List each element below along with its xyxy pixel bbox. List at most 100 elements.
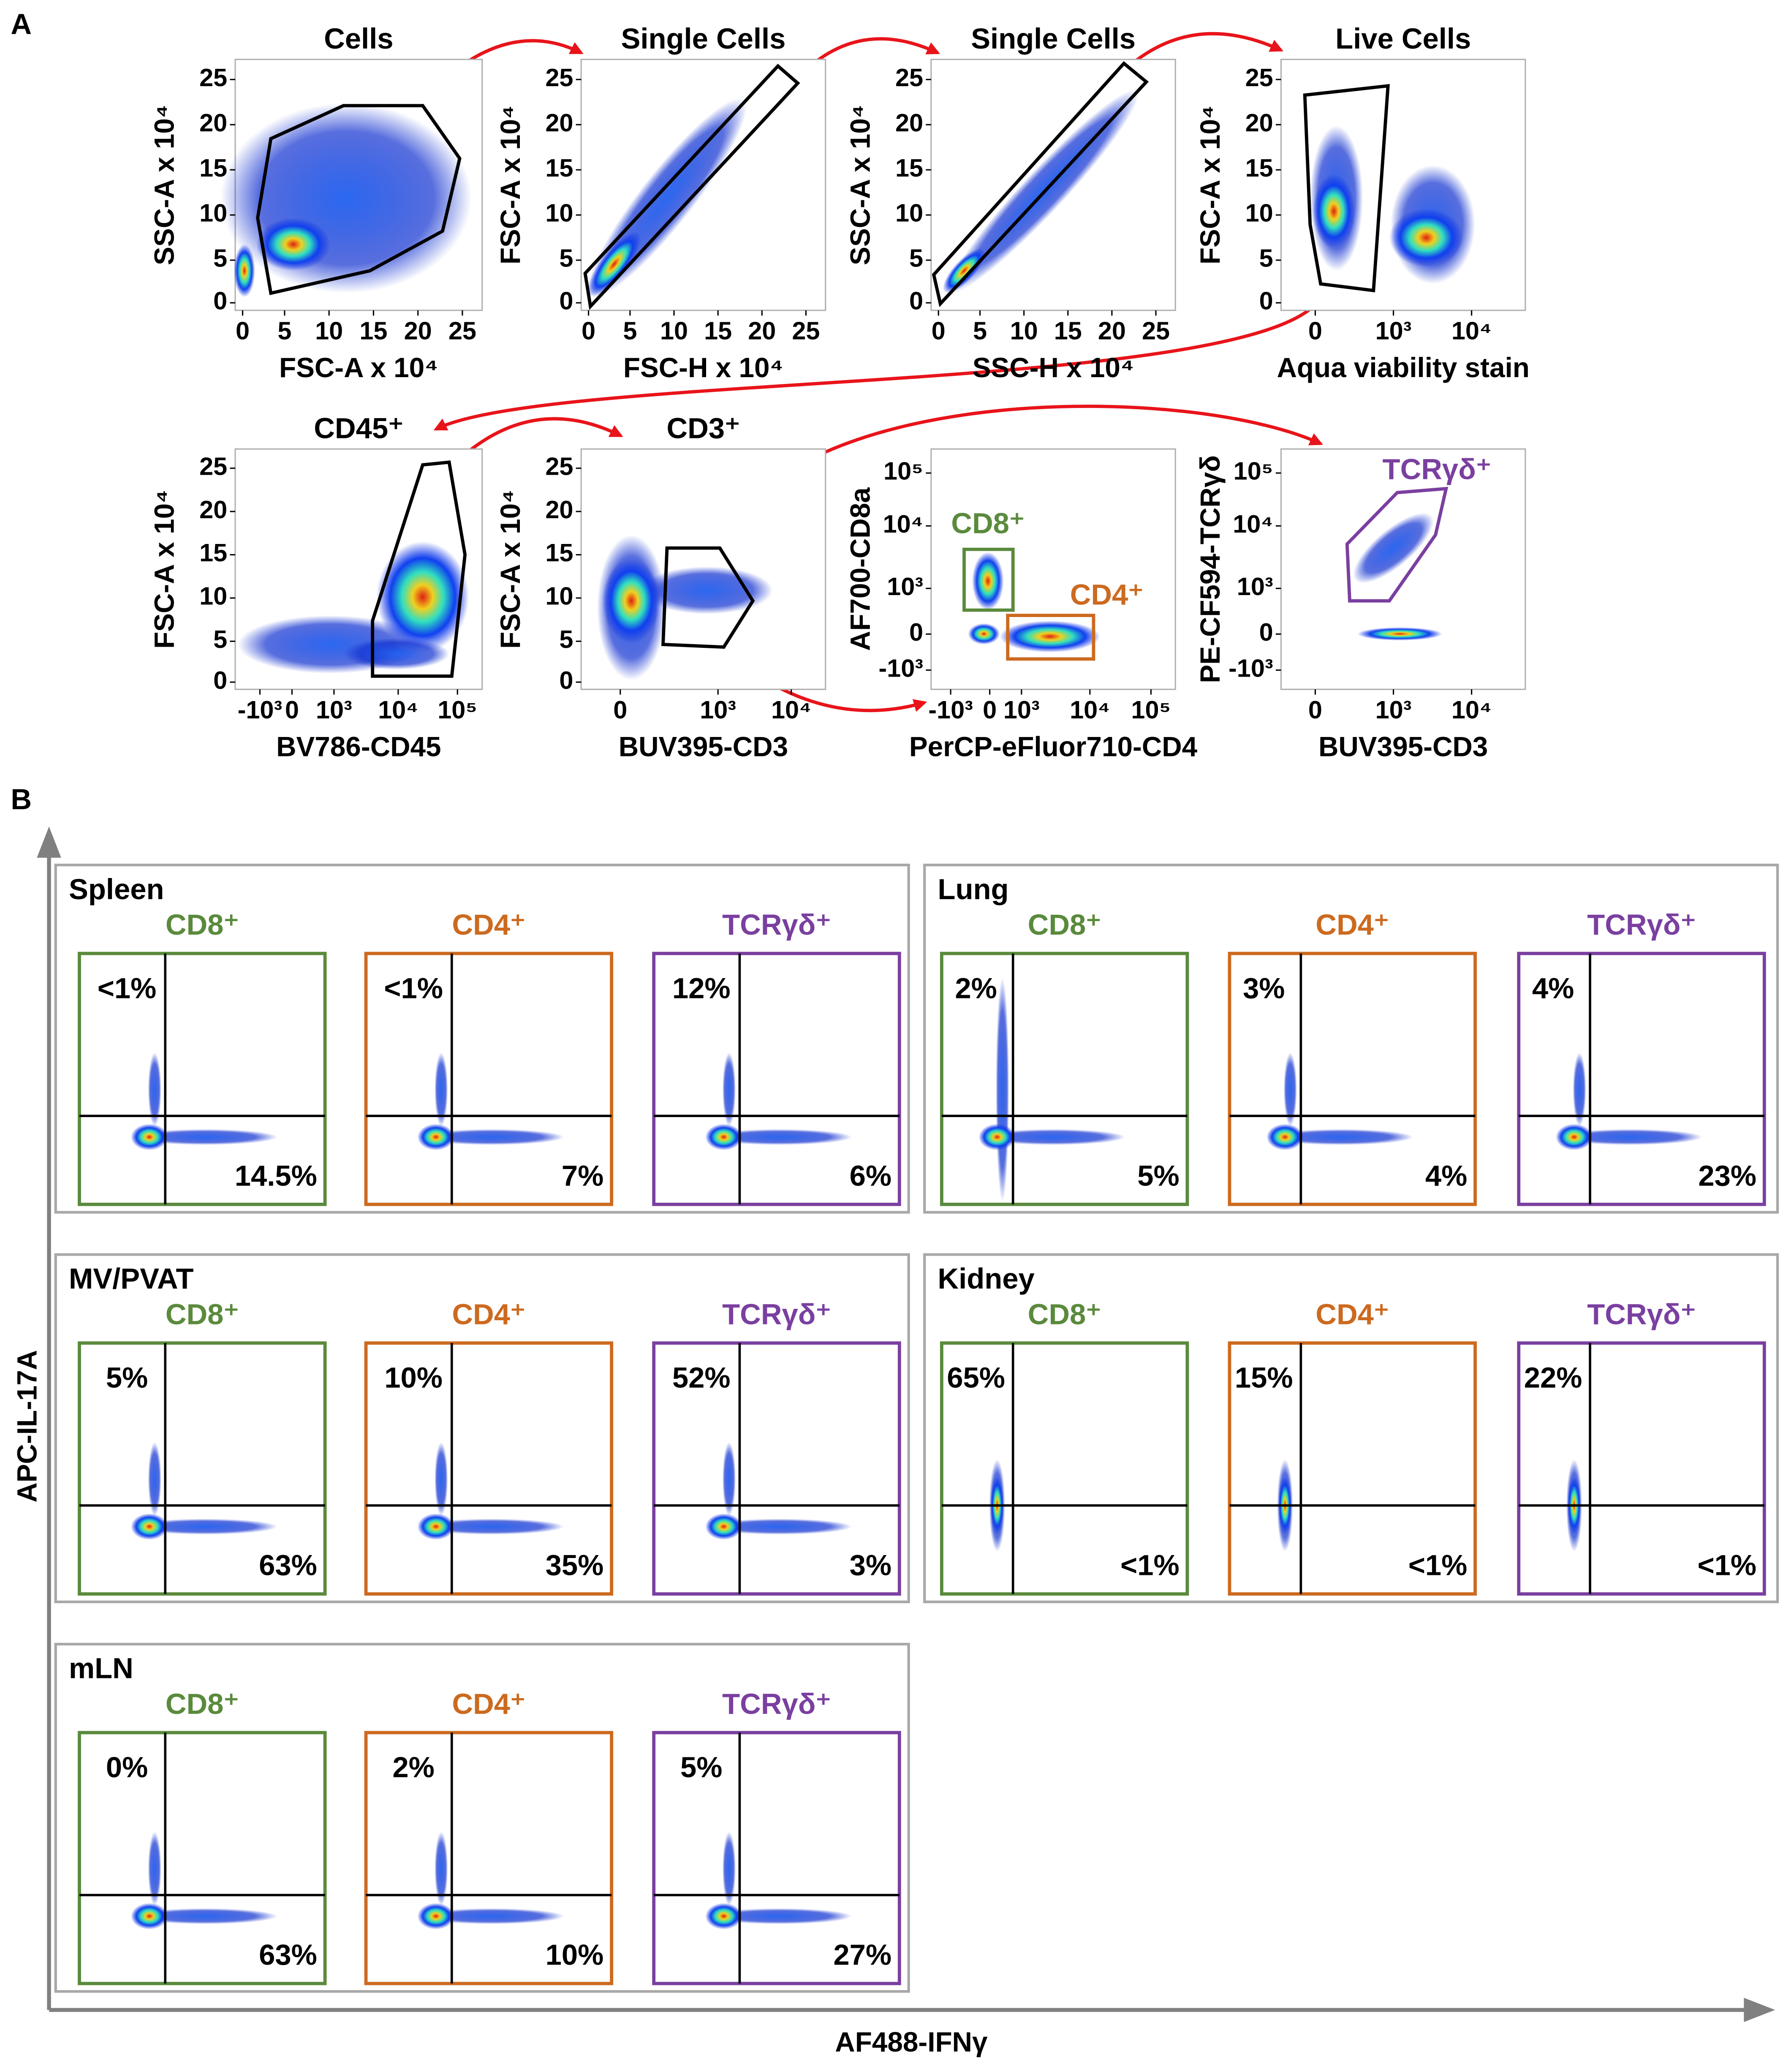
x-tick-label: 5 (973, 317, 987, 345)
density (130, 1513, 168, 1540)
density (1267, 1123, 1304, 1150)
plot-title: Live Cells (1335, 22, 1471, 55)
tissue-name: Kidney (938, 1262, 1034, 1295)
y-axis-label: AF700-CD8a (845, 487, 876, 651)
y-tick-label: 15 (199, 538, 227, 567)
y-tick-label: 20 (895, 109, 923, 137)
percent-lower: 5% (1137, 1159, 1179, 1192)
x-tick-label: 20 (748, 317, 776, 345)
density (417, 1903, 455, 1930)
density (148, 1831, 161, 1906)
y-axis-label: APC-IL-17A (12, 1350, 43, 1502)
x-tick-label: 0 (582, 317, 595, 345)
y-tick-label: 0 (909, 287, 923, 315)
y-tick-label: -10³ (1229, 654, 1273, 682)
subset-title: TCRγδ⁺ (1587, 908, 1696, 941)
density (1000, 620, 1101, 653)
y-tick-label: 10³ (1237, 572, 1273, 601)
subset-frame (78, 1731, 327, 1985)
x-tick-label: 10 (660, 317, 688, 345)
x-axis-label: SSC-H x 10⁴ (973, 352, 1134, 383)
percent-lower: 14.5% (235, 1159, 317, 1192)
gate (962, 547, 1015, 612)
x-tick-label: 10⁵ (1131, 696, 1171, 724)
subset-frame (652, 1731, 901, 1985)
y-axis-label: FSC-A x 10⁴ (1195, 105, 1226, 264)
percent-upper: <1% (98, 972, 157, 1004)
density (705, 1513, 742, 1540)
density (707, 1518, 852, 1535)
density (707, 1129, 852, 1145)
percent-upper: 5% (106, 1362, 148, 1394)
density (707, 1908, 852, 1924)
percent-upper: 2% (392, 1751, 434, 1784)
subset-title: CD8⁺ (166, 1298, 239, 1331)
tissue-name: mLN (69, 1652, 133, 1685)
y-tick-label: 10 (1245, 199, 1273, 227)
y-tick-label: 25 (545, 63, 573, 92)
subset-frame (364, 1731, 614, 1985)
y-tick-label: 20 (1245, 109, 1273, 137)
y-tick-label: 5 (213, 625, 227, 653)
y-axis-label: PE-CF594-TCRγδ (1195, 455, 1226, 683)
x-tick-label: 10⁴ (771, 696, 811, 724)
x-tick-label: 15 (1054, 317, 1082, 345)
y-tick-label: 15 (545, 538, 573, 567)
density (234, 244, 255, 297)
density (148, 1442, 161, 1516)
x-axis-label: BV786-CD45 (276, 731, 441, 762)
density (1557, 1129, 1702, 1145)
subset-title: TCRγδ⁺ (722, 908, 831, 941)
percent-lower: <1% (1408, 1549, 1468, 1582)
subset-title: CD8⁺ (166, 1688, 239, 1720)
x-axis-label: BUV395-CD3 (1318, 731, 1488, 762)
x-tick-label: 0 (983, 696, 997, 724)
x-tick-label: -10³ (238, 696, 283, 724)
x-tick-label: 10³ (700, 696, 736, 724)
y-tick-label: 0 (213, 666, 227, 694)
x-tick-label: 5 (623, 317, 637, 345)
plot-title: Single Cells (971, 22, 1136, 55)
density (722, 1442, 736, 1516)
y-tick-label: 10⁵ (1234, 457, 1273, 485)
subset-title: CD4⁺ (452, 1298, 525, 1331)
y-tick-label: 25 (1245, 63, 1273, 92)
y-tick-label: 0 (909, 618, 923, 646)
plot-title: Single Cells (621, 22, 785, 55)
gate (1303, 84, 1390, 293)
percent-lower: 27% (833, 1939, 892, 1971)
y-axis-label: FSC-A x 10⁴ (495, 489, 526, 649)
gate (1006, 614, 1095, 661)
y-tick-label: 5 (1259, 244, 1273, 272)
subset-title: CD4⁺ (1316, 908, 1389, 941)
x-tick-label: 25 (448, 317, 476, 345)
y-axis-label: FSC-A x 10⁴ (495, 105, 526, 264)
percent-upper: 22% (1524, 1362, 1582, 1394)
x-tick-label: 0 (285, 696, 299, 724)
percent-lower: 7% (562, 1159, 603, 1192)
arrow (1128, 32, 1284, 68)
density (1357, 627, 1442, 641)
x-axis-label: PerCP-eFluor710-CD4 (909, 731, 1198, 762)
y-tick-label: 10 (545, 582, 573, 610)
density (943, 248, 986, 294)
subset-frame (1517, 952, 1766, 1206)
x-tick-label: 25 (792, 317, 820, 345)
y-tick-label: 0 (213, 287, 227, 315)
gate (932, 61, 1149, 307)
subset-title: CD4⁺ (1316, 1298, 1389, 1331)
density (722, 1831, 736, 1906)
density (417, 1513, 455, 1540)
subset-title: CD4⁺ (452, 1688, 525, 1720)
x-axis-label: FSC-A x 10⁴ (279, 352, 438, 383)
arrow-head (1744, 1998, 1775, 2022)
y-tick-label: 20 (199, 495, 227, 524)
x-tick-label: 10 (1010, 317, 1038, 345)
tissue-name: Lung (938, 873, 1008, 905)
x-axis-label: BUV395-CD3 (619, 731, 788, 762)
gate (371, 460, 467, 678)
y-tick-label: 10⁴ (883, 510, 923, 538)
density (705, 1903, 742, 1930)
